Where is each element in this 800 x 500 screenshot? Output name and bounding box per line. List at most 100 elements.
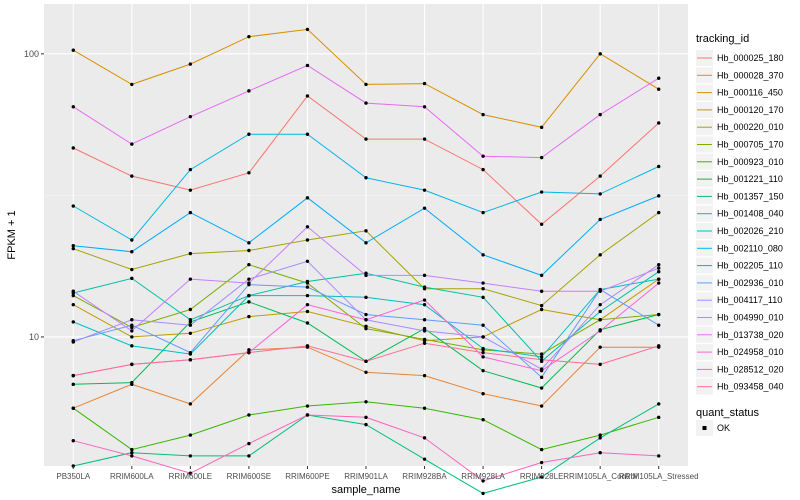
legend-label: Hb_001408_040 [717,209,784,219]
data-point [422,318,427,322]
data-point [188,471,193,475]
legend-label: Hb_028512_020 [717,364,784,374]
data-point [481,210,485,215]
data-point [364,101,368,105]
data-point [305,321,310,325]
data-point [539,352,544,356]
data-point [422,457,427,461]
data-point [188,402,193,406]
grid-major [44,4,688,466]
shape-legend-label: OK [717,423,730,433]
data-point [539,155,544,160]
data-point [598,192,602,196]
data-point [188,62,193,66]
data-point [422,137,427,141]
data-point [481,335,485,339]
legend-label: Hb_093458_040 [717,382,784,392]
data-point [71,289,75,293]
data-point [247,132,251,136]
legend-label: Hb_000923_010 [717,157,784,167]
data-point [539,358,544,362]
legend-label: Hb_000120_170 [717,105,784,115]
data-point [422,406,427,410]
data-point [247,241,251,245]
legend-label: Hb_004117_110 [717,295,782,305]
data-point [71,293,75,298]
data-point [188,114,193,119]
data-point [247,281,251,285]
y-axis-title: FPKM + 1 [6,210,18,259]
data-point [598,302,602,307]
data-point [247,314,251,319]
data-point [188,318,193,322]
x-tick-label: RRIM105LA_Control [563,472,637,481]
data-point [481,323,485,327]
data-point [539,404,544,408]
data-point [481,112,485,117]
data-point [539,190,544,194]
data-point [364,370,368,375]
data-point [130,82,134,87]
data-point [247,171,251,175]
legend: tracking_id Hb_000025_180Hb_000028_370Hb… [696,33,784,436]
data-point [71,204,75,208]
data-point [657,262,661,267]
data-point [598,362,602,367]
data-point [305,196,310,200]
data-point [305,302,310,307]
data-point [71,382,75,387]
data-point [657,121,661,125]
legend-label: Hb_000116_450 [717,88,783,98]
legend-label: Hb_000220_010 [717,122,784,132]
data-point [305,285,310,289]
x-tick-label: RRIM600SE [227,472,271,481]
legend-label: Hb_001221_110 [717,174,783,184]
data-point [657,266,661,270]
data-point [598,329,602,333]
data-point [71,105,75,109]
legend-label: Hb_004990_010 [717,313,784,323]
data-point [422,206,427,210]
data-point [422,373,427,378]
x-tick-label: RRIM928LA [461,472,505,481]
x-tick-label: RRIM600PE [285,472,329,481]
data-point [188,323,193,327]
data-point [539,386,544,390]
data-point [188,167,193,172]
legend-label: Hb_013738_020 [717,330,784,340]
data-point [247,293,251,298]
data-point [71,340,75,344]
x-tick-label: RRIM600LE [169,472,213,481]
data-point [657,312,661,317]
data-point [539,125,544,130]
x-tick-label: RRIM928LE [520,472,564,481]
data-point [188,454,193,458]
data-point [305,27,310,32]
data-point [481,295,485,300]
data-point [130,238,134,242]
data-point [305,404,310,408]
x-axis-title: sample_name [331,484,400,496]
data-point [188,277,193,281]
x-tick-label: PB350LA [56,472,90,481]
data-point [364,359,368,364]
data-point [364,241,368,245]
data-point [539,289,544,293]
data-point [130,344,134,348]
data-point [364,415,368,420]
data-point [364,318,368,322]
shape-legend: OK [696,420,730,436]
data-point [305,344,310,348]
data-point [130,267,134,272]
data-point [364,176,368,180]
data-point [364,229,368,233]
data-point [130,362,134,367]
data-point [305,259,310,264]
data-point [130,250,134,254]
data-point [364,82,368,87]
data-point [247,348,251,352]
data-point [71,244,75,248]
data-point [657,164,661,169]
data-point [247,454,251,458]
